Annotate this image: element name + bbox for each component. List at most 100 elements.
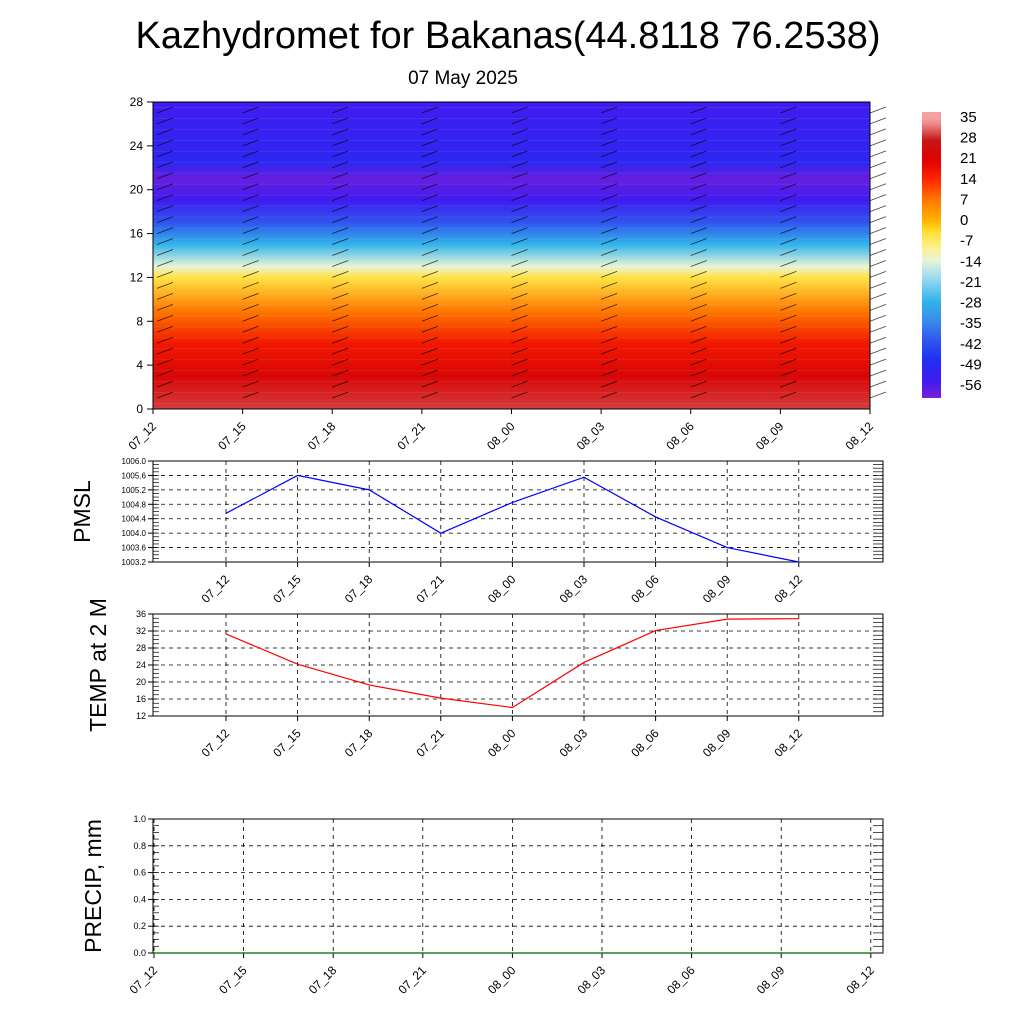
wind-barb (690, 161, 707, 169)
wind-barb (156, 314, 174, 322)
wind-barb (421, 117, 439, 125)
wind-barb (780, 380, 797, 388)
colorbar-label: -42 (960, 336, 982, 353)
panel-frame (152, 460, 884, 563)
wind-barb (869, 282, 887, 289)
wind-barb (156, 249, 174, 256)
wind-barb (780, 303, 797, 311)
x-tick-label: 08_03 (557, 726, 591, 760)
y-tick-label: 0.0 (133, 948, 146, 958)
wind-barb (511, 336, 528, 344)
wind-barb (690, 380, 707, 388)
wind-barb (690, 172, 707, 180)
wind-barb (156, 128, 174, 136)
wind-barb (600, 216, 618, 223)
wind-barb (780, 205, 797, 213)
wind-barb (780, 314, 797, 322)
y-tick-label: 12 (136, 711, 146, 721)
x-tick-label: 08_12 (843, 419, 877, 453)
wind-barb (511, 172, 528, 180)
wind-barb (421, 325, 439, 333)
wind-barb (242, 369, 259, 377)
wind-barb (421, 194, 439, 202)
wind-barb (690, 347, 707, 355)
colorbar-label: 7 (960, 191, 968, 208)
y-tick-label: 1003.6 (122, 544, 147, 553)
y-tick-label: 20 (130, 183, 144, 197)
wind-barb (332, 325, 349, 333)
wind-barb (780, 216, 797, 223)
wind-barb (156, 117, 174, 125)
wind-barb (421, 260, 439, 267)
wind-barb (690, 117, 707, 125)
wind-barb (869, 128, 887, 136)
wind-barb (332, 194, 349, 202)
x-tick-label: 07_18 (306, 963, 340, 997)
data-point (225, 512, 227, 514)
wind-barb (690, 358, 707, 366)
colorbar-label: 35 (960, 109, 977, 126)
wind-barb (600, 227, 618, 234)
wind-barb (156, 150, 174, 158)
wind-barb (332, 238, 349, 245)
wind-barb (156, 369, 174, 377)
x-tick-label: 08_00 (485, 963, 519, 997)
y-tick-label: 1004.8 (122, 500, 147, 509)
wind-barb (690, 303, 707, 311)
wind-barb (511, 347, 528, 355)
y-tick-label: 1006.0 (122, 457, 147, 466)
wind-barb (780, 391, 797, 399)
wind-barb (869, 150, 887, 158)
wind-barb (600, 249, 618, 256)
wind-barb (332, 216, 349, 223)
wind-barb (421, 391, 439, 399)
wind-barb (242, 150, 259, 158)
y-axis-label: PRECIP, mm (80, 819, 106, 953)
wind-barb (421, 292, 439, 300)
wind-barb (869, 161, 887, 169)
wind-barb (690, 139, 707, 147)
wind-barb (690, 238, 707, 245)
chart-subtitle: 07 May 2025 (408, 68, 518, 89)
x-tick-label: 07_21 (413, 572, 447, 606)
data-point (153, 952, 155, 954)
wind-barb (780, 194, 797, 202)
x-tick-label: 08_03 (557, 572, 591, 606)
wind-barb (421, 336, 439, 344)
wind-barb (600, 172, 618, 180)
wind-barb (511, 260, 528, 267)
data-point (368, 684, 370, 686)
x-tick-label: 07_15 (270, 726, 304, 760)
wind-barb (242, 336, 259, 344)
wind-barb (332, 205, 349, 213)
wind-barb (242, 271, 259, 278)
wind-barb (421, 282, 439, 289)
wind-barb (869, 139, 887, 147)
wind-barb (780, 128, 797, 136)
wind-barb (242, 249, 259, 256)
wind-barb (242, 117, 259, 125)
data-point (511, 952, 513, 954)
y-tick-label: 16 (136, 694, 146, 704)
wind-barb (780, 139, 797, 147)
wind-barb (242, 183, 259, 191)
data-point (368, 489, 370, 491)
data-point (297, 663, 299, 665)
x-tick-label: 07_12 (199, 726, 233, 760)
wind-barb (690, 128, 707, 136)
y-tick-label: 4 (136, 358, 143, 372)
wind-barb (869, 271, 887, 278)
wind-barb (869, 249, 887, 256)
wind-barb (332, 303, 349, 311)
data-point (583, 476, 585, 478)
wind-barb (511, 391, 528, 399)
x-tick-label: 07_18 (342, 726, 376, 760)
wind-barb (332, 314, 349, 322)
y-tick-label: 28 (136, 643, 146, 653)
wind-barb (242, 106, 259, 114)
data-point (655, 629, 657, 632)
wind-barb (421, 369, 439, 377)
wind-barb (780, 336, 797, 344)
wind-barb (511, 117, 528, 125)
